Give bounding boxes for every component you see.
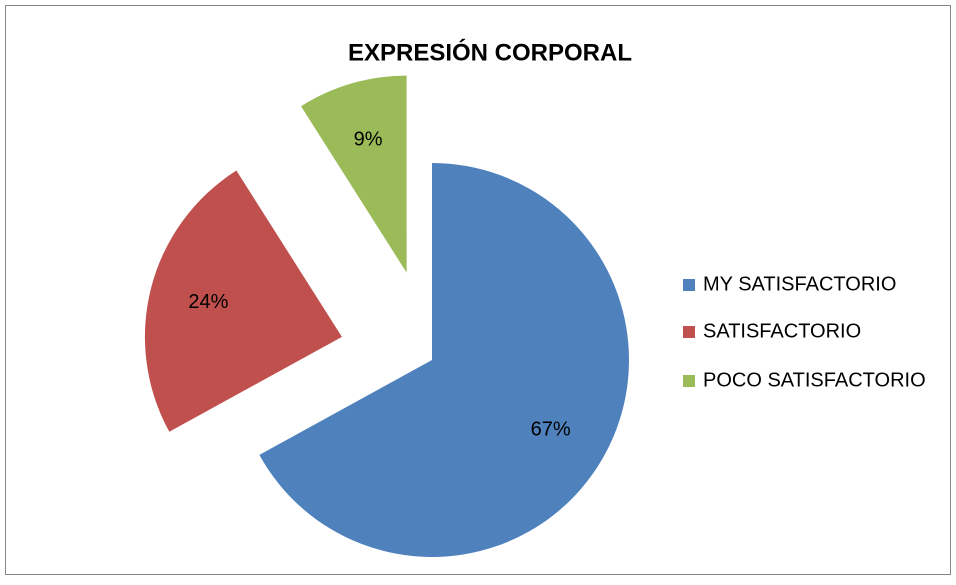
- data-label: 24%: [188, 291, 228, 313]
- pie-slice: [144, 170, 342, 432]
- data-label: 9%: [354, 128, 383, 150]
- pie-slice: [301, 75, 407, 273]
- legend-label: MY SATISFACTORIO: [703, 273, 896, 295]
- chart-title: EXPRESIÓN CORPORAL: [348, 38, 632, 66]
- legend-swatch: [683, 279, 695, 291]
- legend-swatch: [683, 375, 695, 387]
- pie-slice: [259, 163, 629, 557]
- legend-swatch: [683, 326, 695, 338]
- data-label: 67%: [531, 418, 571, 440]
- legend-label: POCO SATISFACTORIO: [703, 369, 926, 391]
- legend-label: SATISFACTORIO: [703, 320, 861, 342]
